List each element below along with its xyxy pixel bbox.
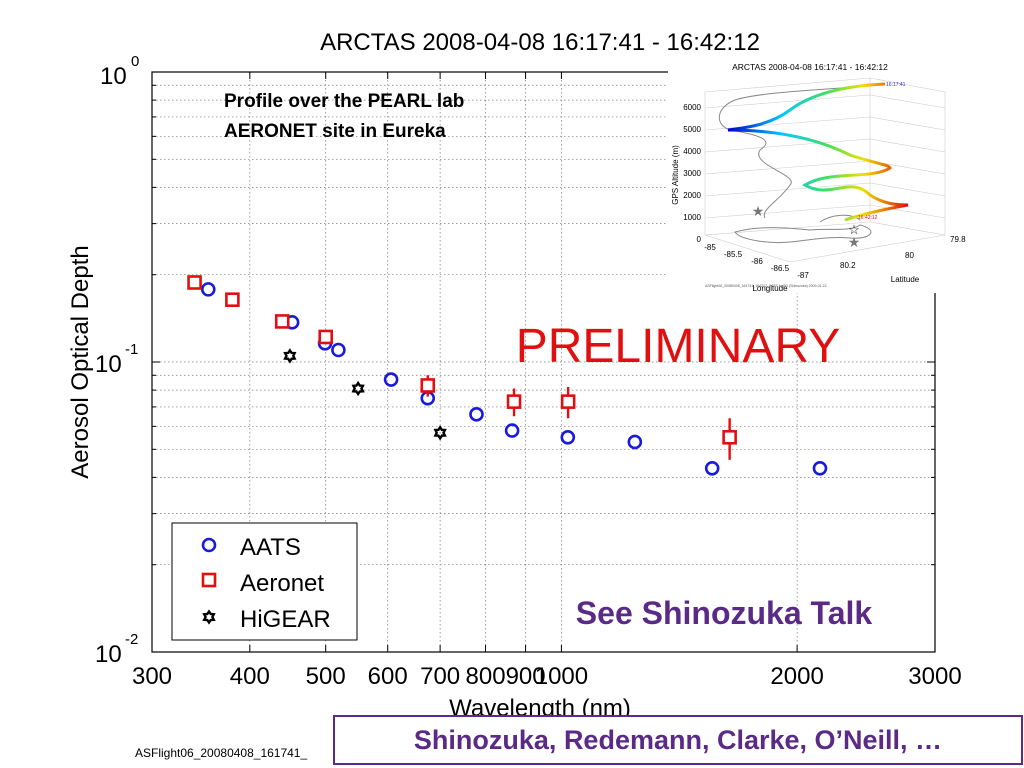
svg-text:-87: -87 — [797, 271, 809, 280]
aeronet-point — [318, 329, 334, 345]
legend-aats-marker — [201, 537, 217, 553]
svg-text:-86: -86 — [751, 257, 763, 266]
y-axis-label: Aerosol Optical Depth — [67, 245, 94, 478]
profile-annotation: Profile over the PEARL lab AERONET site … — [224, 91, 470, 142]
aeronet-point — [225, 292, 240, 307]
svg-text:5000: 5000 — [683, 125, 701, 134]
legend-higear-star — [202, 609, 216, 625]
svg-text:0: 0 — [697, 235, 702, 244]
legend-higear-label: HiGEAR — [240, 606, 331, 633]
annotation-line-2: AERONET site in Eureka — [224, 121, 446, 142]
annotation-line-1: Profile over the PEARL lab — [224, 91, 464, 112]
y-tick-label-1: 10 0 — [100, 53, 139, 90]
inset-x-axis-label: Longitude — [752, 284, 788, 293]
higear-point — [433, 425, 447, 441]
x-tick-label: 600 — [368, 663, 408, 690]
svg-text:10: 10 — [100, 63, 127, 90]
aeronet-point — [420, 378, 436, 393]
chart-title: ARCTAS 2008-04-08 16:17:41 - 16:42:12 — [320, 29, 760, 56]
svg-text:4000: 4000 — [683, 147, 701, 156]
x-tick-label: 500 — [306, 663, 346, 690]
x-tick-label: 3000 — [908, 663, 961, 690]
aats-point — [704, 460, 720, 476]
higear-point — [283, 348, 297, 364]
x-tick-label: 2000 — [770, 663, 823, 690]
credits-box: Shinozuka, Redemann, Clarke, O’Neill, … — [333, 715, 1023, 765]
inset-trajectory-plot: ARCTAS 2008-04-08 16:17:41 - 16:42:12 60… — [668, 55, 966, 293]
x-tick-labels: 300 400 500 600 700 800 900 1000 2000 30… — [132, 663, 962, 690]
legend-aeronet-label: Aeronet — [240, 570, 324, 597]
aats-point — [200, 282, 216, 297]
x-tick-label: 700 — [420, 663, 460, 690]
svg-text:-1: -1 — [125, 341, 138, 358]
legend-higear-marker — [202, 609, 216, 625]
aeronet-point — [506, 394, 522, 409]
svg-text:1000: 1000 — [683, 213, 701, 222]
aats-point — [331, 342, 346, 358]
y-tick-label-0.1: 10 -1 — [95, 341, 138, 378]
inset-footer: ASFlight06_20080408_161741_164212_AATS.t… — [705, 284, 827, 288]
aats-point — [383, 372, 399, 387]
svg-text:-85: -85 — [704, 243, 716, 252]
aats-point — [504, 423, 520, 438]
credits-text: Shinozuka, Redemann, Clarke, O’Neill, … — [413, 724, 943, 755]
y-tick-label-0.01: 10 -2 — [95, 631, 138, 668]
inset-star-gray-2: ★ — [848, 234, 861, 250]
x-tick-label: 900 — [506, 663, 546, 690]
inset-trajectory-line — [727, 82, 909, 222]
see-talk-note: See Shinozuka Talk — [576, 595, 873, 631]
aeronet-point — [722, 429, 737, 445]
svg-text:2000: 2000 — [683, 191, 701, 200]
aats-point — [469, 407, 484, 422]
aats-point — [812, 460, 828, 476]
x-tick-label: 400 — [230, 663, 270, 690]
svg-text:-86.5: -86.5 — [771, 264, 790, 273]
legend: AATS Aeronet HiGEAR — [171, 522, 358, 641]
x-tick-label: 1000 — [535, 663, 588, 690]
svg-text:-2: -2 — [125, 631, 138, 648]
inset-title: ARCTAS 2008-04-08 16:17:41 - 16:42:12 — [732, 62, 888, 72]
inset-star-outline: ☆ — [848, 222, 860, 237]
higear-point — [351, 380, 365, 397]
file-name-label: ASFlight06_20080408_161741_ — [135, 746, 308, 760]
svg-text:10: 10 — [95, 351, 122, 378]
x-tick-label: 300 — [132, 663, 172, 690]
data-marks — [187, 275, 828, 476]
svg-text:10: 10 — [95, 641, 122, 668]
svg-text:0: 0 — [131, 53, 139, 70]
aeronet-point — [274, 314, 290, 329]
inset-y-axis-label: Latitude — [891, 275, 920, 284]
legend-aats-label: AATS — [240, 534, 301, 561]
svg-text:6000: 6000 — [683, 103, 701, 112]
inset-start-label: 16:17:41 — [886, 82, 906, 88]
svg-text:80: 80 — [905, 251, 914, 260]
svg-text:-85.5: -85.5 — [724, 250, 743, 259]
svg-text:80.2: 80.2 — [840, 261, 856, 270]
inset-end-label: 16:42:12 — [858, 215, 878, 221]
preliminary-watermark: PRELIMINARY — [516, 320, 841, 373]
aeronet-point — [560, 394, 576, 409]
inset-star-gray-1: ★ — [752, 203, 765, 219]
x-tick-label: 800 — [466, 663, 506, 690]
aats-point — [560, 429, 576, 445]
aeronet-point — [187, 275, 202, 290]
inset-z-axis-label: GPS Altitude (m) — [671, 145, 680, 205]
aats-point — [627, 434, 643, 450]
svg-text:3000: 3000 — [683, 169, 701, 178]
svg-text:79.8: 79.8 — [950, 235, 966, 244]
legend-aeronet-marker — [201, 572, 217, 588]
